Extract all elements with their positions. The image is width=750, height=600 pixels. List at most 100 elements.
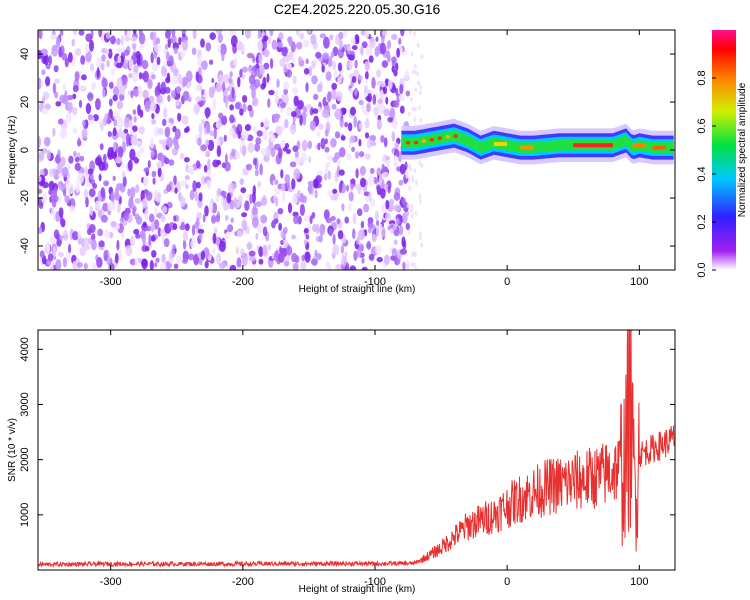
x-tick-label: -100 (364, 276, 386, 288)
noise-blob (199, 232, 203, 241)
noise-blob (154, 37, 161, 45)
noise-blob (114, 192, 120, 201)
noise-blob (141, 59, 149, 70)
noise-blob (376, 167, 382, 176)
noise-blob (338, 31, 344, 40)
noise-blob (256, 68, 260, 77)
noise-blob (213, 127, 217, 140)
noise-blob (182, 90, 190, 101)
noise-blob (246, 52, 254, 59)
ridge-core (421, 139, 427, 143)
noise-blob (369, 141, 377, 147)
noise-blob (115, 62, 123, 69)
noise-blob (367, 227, 372, 234)
ridge-core (652, 145, 666, 150)
noise-blob (84, 43, 89, 54)
noise-blob (280, 169, 284, 179)
noise-blob (205, 123, 211, 134)
noise-blob (389, 107, 396, 119)
noise-blob (133, 228, 140, 235)
noise-blob (134, 198, 142, 204)
noise-blob (180, 180, 187, 187)
noise-blob (83, 244, 91, 251)
noise-blob (239, 178, 244, 186)
noise-blob (148, 95, 155, 103)
noise-blob (387, 185, 391, 194)
noise-blob (161, 253, 166, 264)
noise-blob (267, 36, 271, 45)
noise-blob (280, 139, 286, 149)
noise-blob (375, 244, 382, 256)
noise-blob (269, 30, 274, 37)
noise-blob (221, 162, 227, 169)
noise-blob (104, 229, 111, 239)
noise-blob (217, 32, 223, 44)
noise-blob (346, 184, 350, 192)
noise-blob (130, 90, 134, 99)
noise-blob (68, 52, 73, 63)
colorbar-tick-label: 0.2 (696, 214, 708, 229)
noise-blob (143, 175, 149, 185)
noise-blob (98, 240, 105, 248)
noise-blob (108, 98, 113, 107)
noise-blob (379, 173, 383, 185)
noise-blob (294, 150, 299, 159)
noise-blob (344, 251, 348, 258)
noise-blob (123, 117, 131, 128)
noise-blob (191, 47, 197, 56)
noise-blob (247, 142, 255, 154)
noise-blob (317, 106, 321, 113)
noise-blob (167, 94, 171, 102)
noise-blob (188, 253, 195, 261)
noise-blob (55, 101, 62, 107)
noise-blob (121, 161, 125, 169)
y-tick-label: -40 (19, 238, 31, 254)
noise-blob (112, 175, 116, 181)
noise-blob (396, 47, 400, 58)
noise-blob (78, 99, 83, 108)
noise-blob (201, 60, 208, 71)
noise-blob (40, 48, 48, 57)
noise-blob (348, 88, 353, 95)
y-tick-label: 1000 (19, 503, 31, 527)
noise-blob (152, 35, 156, 46)
noise-blob (247, 104, 253, 112)
noise-blob (364, 117, 370, 129)
noise-blob (116, 47, 123, 54)
noise-blob (100, 214, 108, 223)
noise-blob (138, 72, 143, 80)
noise-blob (393, 155, 398, 165)
noise-blob (178, 192, 182, 202)
noise-blob (231, 148, 236, 157)
noise-blob (237, 76, 241, 88)
noise-blob (235, 151, 241, 160)
noise-blob (253, 157, 257, 166)
noise-blob (254, 169, 259, 177)
noise-blob (240, 248, 245, 256)
noise-blob (138, 126, 145, 135)
noise-blob (151, 170, 157, 178)
noise-blob (338, 169, 345, 176)
noise-blob (218, 112, 224, 119)
noise-blob (313, 93, 319, 101)
noise-blob (322, 52, 330, 60)
noise-blob (62, 83, 67, 91)
noise-blob (291, 252, 298, 263)
noise-blob (116, 37, 121, 46)
noise-blob (335, 263, 343, 270)
noise-blob (418, 231, 422, 237)
noise-blob (309, 106, 314, 116)
noise-blob (144, 246, 150, 252)
ridge-core (573, 143, 613, 148)
noise-blob (352, 212, 357, 225)
noise-blob (124, 30, 128, 37)
noise-blob (59, 215, 64, 226)
colorbar-gradient (712, 30, 736, 270)
noise-blob (101, 54, 106, 62)
noise-blob (129, 148, 136, 161)
noise-blob (231, 87, 235, 99)
noise-blob (282, 81, 290, 90)
noise-blob (344, 121, 348, 128)
noise-blob (81, 74, 87, 81)
noise-blob (174, 187, 178, 194)
